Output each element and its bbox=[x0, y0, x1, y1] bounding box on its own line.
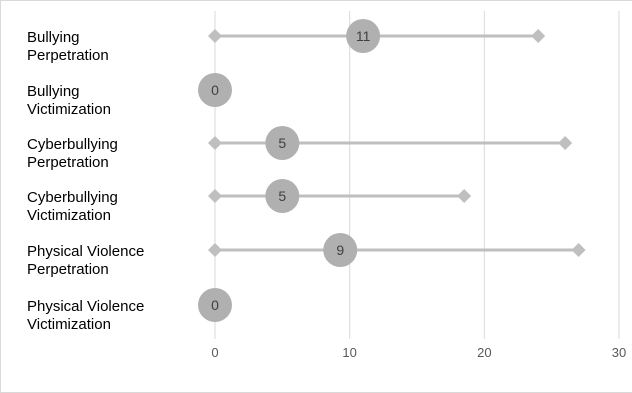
value-label: 0 bbox=[211, 297, 219, 313]
value-label: 5 bbox=[278, 135, 286, 151]
value-label: 11 bbox=[356, 28, 371, 44]
value-bubble bbox=[198, 73, 232, 107]
x-tick-label: 20 bbox=[477, 345, 491, 360]
value-bubble bbox=[198, 288, 232, 322]
value-label: 5 bbox=[278, 188, 286, 204]
value-bubble bbox=[265, 179, 300, 213]
range-max-diamond bbox=[558, 136, 573, 150]
x-tick-label: 10 bbox=[342, 345, 356, 360]
range-max-diamond bbox=[531, 29, 546, 43]
range-min-diamond bbox=[208, 136, 222, 150]
range-max-diamond bbox=[571, 243, 586, 257]
range-min-diamond bbox=[208, 29, 222, 43]
value-label: 0 bbox=[211, 82, 219, 98]
x-tick-label: 0 bbox=[211, 345, 218, 360]
value-label: 9 bbox=[336, 242, 344, 258]
range-min-diamond bbox=[208, 243, 222, 257]
x-tick-label: 30 bbox=[612, 345, 626, 360]
value-bubble bbox=[265, 126, 300, 160]
range-min-diamond bbox=[208, 189, 222, 203]
value-bubble bbox=[346, 19, 381, 53]
value-bubble bbox=[323, 233, 358, 267]
range-max-diamond bbox=[457, 189, 472, 203]
